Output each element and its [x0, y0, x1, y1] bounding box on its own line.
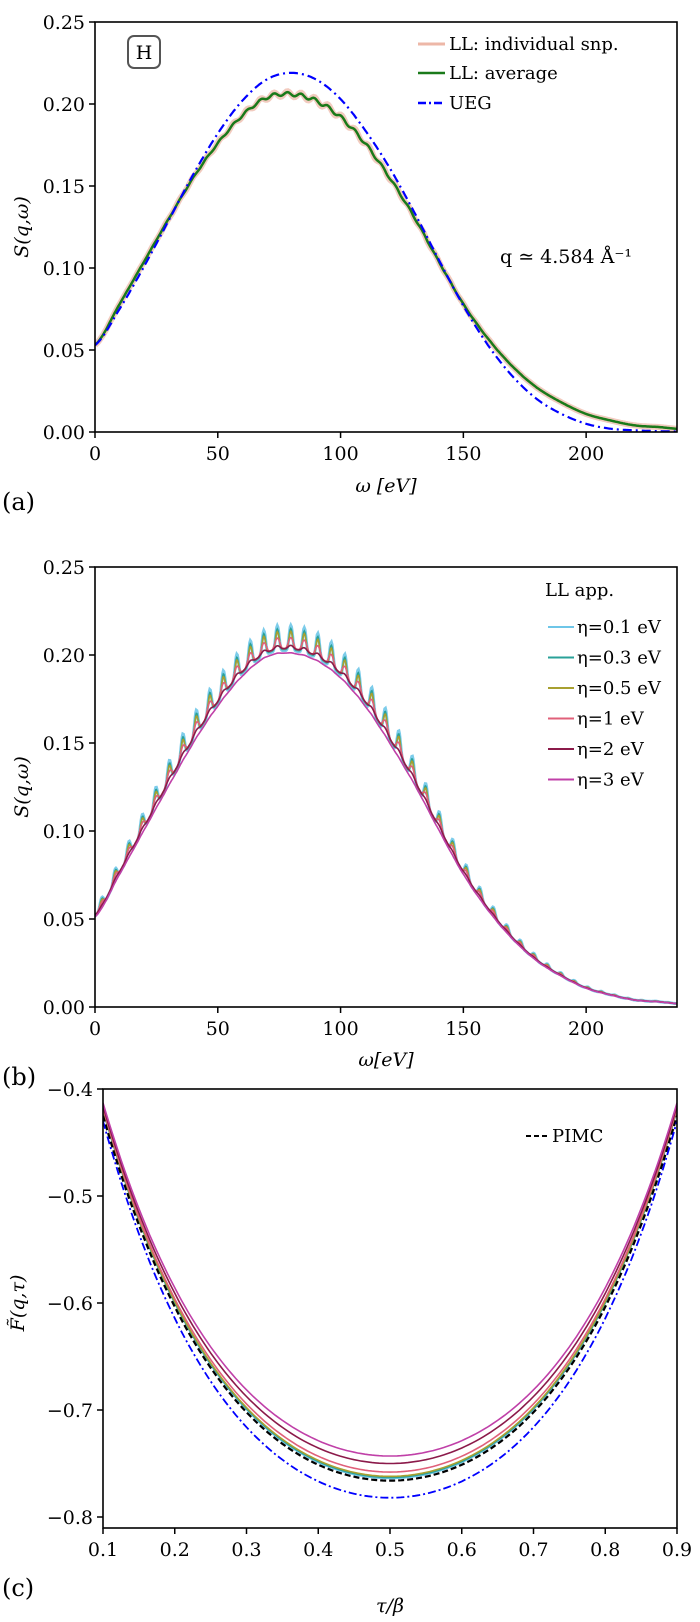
panel-c-ytick-label: −0.7: [47, 1400, 93, 1422]
panel-c-series-1-ev: [103, 1108, 677, 1473]
panel-c-series-0-1-ev: [103, 1110, 677, 1480]
panel-b-xtick-label: 200: [568, 1018, 604, 1040]
panel-a-ytick-label: 0.00: [43, 422, 85, 444]
panel-c-xlabel: τ/β: [376, 1595, 404, 1617]
panel-b-legend-label-2-ev: η=2 eV: [577, 739, 645, 760]
legend-label-individual: LL: individual snp.: [449, 34, 619, 55]
panel-a-ylabel: S(q,ω): [11, 196, 33, 258]
panel-b-legend: LL app. η=0.1 eV η=0.3 eV η=0.5 eV η=1 eV η=…: [545, 580, 662, 791]
panel-b-legend-title: LL app.: [545, 580, 614, 601]
panel-c-xtick-label: 0.7: [518, 1539, 548, 1561]
panel-a-x-ticks: 0 50 100 150 200: [89, 432, 604, 465]
panel-a-legend: LL: individual snp. LL: average UEG: [418, 34, 619, 114]
panel-c-label: (c): [2, 1574, 34, 1602]
panel-a-xtick-label: 0: [89, 443, 101, 465]
panel-c-series-pimc: [103, 1115, 677, 1482]
panel-c-xtick-label: 0.5: [375, 1539, 405, 1561]
panel-b-ytick-label: 0.00: [43, 997, 85, 1019]
panel-b-y-ticks: 0.00 0.05 0.10 0.15 0.20 0.25: [43, 557, 95, 1019]
panel-b-legend-label-0-5-ev: η=0.5 eV: [577, 678, 662, 699]
panel-b-ytick-label: 0.20: [43, 645, 85, 667]
panel-a-ytick-label: 0.25: [43, 12, 85, 34]
panel-b-legend-label-0-3-ev: η=0.3 eV: [577, 648, 662, 669]
panel-c-xtick-label: 0.4: [303, 1539, 333, 1561]
legend-label-average: LL: average: [449, 63, 558, 84]
panel-b-xtick-label: 0: [89, 1018, 101, 1040]
panel-b-ytick-label: 0.25: [43, 557, 85, 579]
panel-a-ytick-label: 0.10: [43, 258, 85, 280]
legend-label-ueg: UEG: [449, 93, 492, 114]
element-badge-text: H: [136, 42, 153, 64]
panel-b-label: (b): [2, 1063, 36, 1091]
legend-label-pimc: PIMC: [552, 1126, 603, 1147]
panel-c-series-3-ev: [103, 1102, 677, 1457]
panel-b-frame: [94, 566, 678, 1008]
panel-a-xtick-label: 100: [322, 443, 358, 465]
panel-a-xlabel: ω [eV]: [355, 475, 417, 497]
panel-c-series-0-5-ev: [103, 1109, 677, 1478]
panel-a-ytick-label: 0.20: [43, 94, 85, 116]
panel-a-curves: [95, 71, 677, 432]
panel-b-ylabel: S(q,ω): [11, 756, 33, 818]
panel-b-xtick-label: 100: [322, 1018, 358, 1040]
panel-a-series-ueg: [95, 71, 677, 432]
panel-c-ytick-label: −0.8: [47, 1507, 93, 1529]
panel-c-x-ticks: 0.1 0.2 0.3 0.4 0.5 0.6 0.7 0.8 0.9: [88, 1528, 692, 1561]
panel-c: −0.8−0.7−0.6−0.5−0.4 0.1 0.2 0.3 0.4 0.5 0.6 0…: [2, 1079, 692, 1617]
panel-a-series-ll-average: [95, 90, 677, 430]
panel-c-legend: PIMC: [526, 1126, 603, 1147]
panel-c-ylabel: F̃(q,τ): [7, 1275, 29, 1333]
panel-a-ytick-label: 0.05: [43, 340, 85, 362]
panel-b-xtick-label: 150: [445, 1018, 481, 1040]
panel-b-series-3-ev: [95, 652, 677, 1005]
panel-a-label: (a): [2, 488, 35, 516]
panel-c-xtick-label: 0.2: [160, 1539, 190, 1561]
panel-c-ytick-label: −0.6: [47, 1293, 93, 1315]
panel-c-series-2-ev: [103, 1105, 677, 1465]
panel-c-xtick-label: 0.6: [447, 1539, 477, 1561]
panel-c-curves: [103, 1102, 677, 1499]
panel-b-xtick-label: 50: [206, 1018, 230, 1040]
panel-a: 0.00 0.05 0.10 0.15 0.20 0.25 0 50 100 150 200 ω …: [2, 12, 678, 516]
panel-b-legend-label-0-1-ev: η=0.1 eV: [577, 617, 662, 638]
q-annotation: q ≃ 4.584 Å⁻¹: [500, 246, 632, 268]
panel-a-y-ticks: 0.00 0.05 0.10 0.15 0.20 0.25: [43, 12, 95, 444]
panel-b-legend-label-3-ev: η=3 eV: [577, 770, 645, 791]
panel-a-xtick-label: 50: [206, 443, 230, 465]
panel-b: 0.00 0.05 0.10 0.15 0.20 0.25 0 50 100 150 200 ω[…: [2, 557, 678, 1091]
panel-c-xtick-label: 0.9: [662, 1539, 692, 1561]
panel-a-ytick-label: 0.15: [43, 176, 85, 198]
panel-c-series-ueg: [103, 1120, 677, 1499]
panel-c-xtick-label: 0.3: [231, 1539, 261, 1561]
panel-b-xlabel: ω[eV]: [358, 1049, 414, 1071]
panel-c-ytick-label: −0.4: [47, 1079, 93, 1101]
panel-b-curves: [95, 621, 677, 1006]
panel-b-ytick-label: 0.10: [43, 821, 85, 843]
panel-b-series-2-ev: [95, 644, 677, 1005]
panel-c-y-ticks: −0.8 −0.7 −0.6 −0.5 −0.4: [47, 1079, 103, 1529]
panel-a-frame: [94, 21, 678, 433]
panel-c-series-0-3-ev: [103, 1110, 677, 1479]
panel-c-frame: [102, 1088, 678, 1529]
panel-c-ytick-label: −0.5: [47, 1186, 93, 1208]
panel-a-xtick-label: 150: [445, 443, 481, 465]
panel-b-ytick-label: 0.05: [43, 909, 85, 931]
panel-a-xtick-label: 200: [568, 443, 604, 465]
panel-b-ytick-label: 0.15: [43, 733, 85, 755]
panel-c-xtick-label: 0.1: [88, 1539, 118, 1561]
panel-c-xtick-label: 0.8: [590, 1539, 620, 1561]
panel-b-x-ticks: 0 50 100 150 200: [89, 1007, 604, 1040]
element-badge: H: [127, 35, 161, 69]
panel-b-legend-label-1-ev: η=1 eV: [577, 709, 645, 730]
